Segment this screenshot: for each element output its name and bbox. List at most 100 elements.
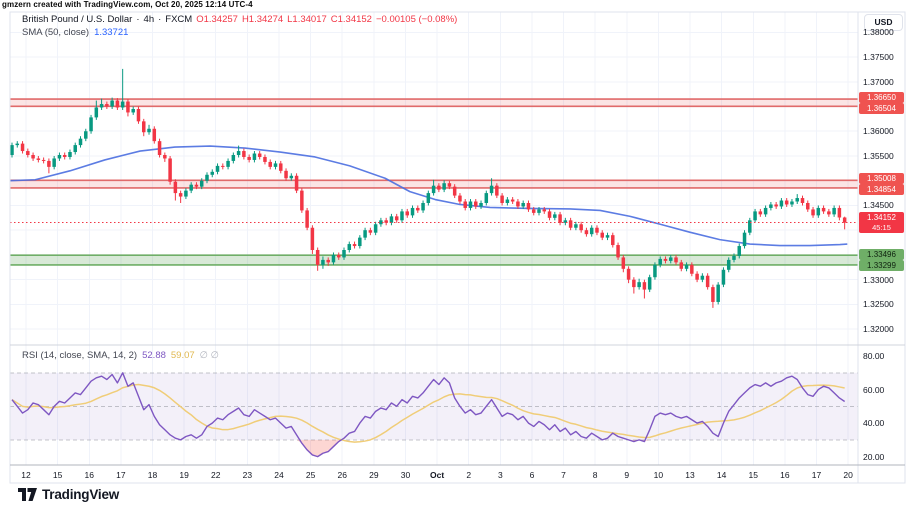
rsi-legend-label: RSI (14, close, SMA, 14, 2) (22, 350, 138, 361)
candle (784, 200, 789, 205)
candle (421, 202, 425, 211)
candle (684, 264, 689, 269)
candle (753, 211, 757, 221)
time-axis-label: 3 (497, 470, 503, 480)
candle (705, 275, 710, 288)
candle (389, 216, 394, 223)
candle (711, 287, 715, 302)
sma-line (9, 145, 848, 247)
candle (505, 199, 510, 203)
candle (721, 269, 726, 285)
candle (26, 151, 30, 155)
candle (800, 198, 805, 203)
candle (637, 282, 641, 288)
candle (774, 204, 778, 207)
candle (658, 258, 662, 265)
candle (726, 259, 731, 270)
candle (679, 262, 684, 269)
candle (221, 165, 225, 167)
candle (331, 254, 336, 263)
time-axis-label: 26 (337, 470, 347, 480)
candle (263, 156, 267, 162)
symbol-legend: British Pound / U.S. Dollar · 4h · FXCM O1.34… (22, 14, 461, 25)
candle (579, 224, 583, 231)
price-tick-label: 1.37000 (863, 76, 894, 87)
time-axis-label: 18 (147, 470, 158, 480)
price-axis[interactable]: 1.38000 1.37500 1.37000 1.36000 1.35500 1.345… (858, 0, 905, 513)
candle (489, 185, 494, 194)
candle (368, 230, 373, 233)
time-axis-label: Oct (429, 470, 445, 480)
level-pill-resistance: 1.34854 (859, 184, 904, 196)
candle (584, 230, 589, 235)
pane-divider[interactable] (10, 342, 858, 349)
candle (531, 209, 536, 213)
candle (806, 202, 810, 210)
candle (605, 235, 610, 238)
candle (642, 282, 647, 290)
candle (716, 284, 720, 302)
level-pill-resistance: 1.35008 (859, 172, 904, 184)
candle (147, 128, 151, 133)
candle (394, 216, 399, 221)
candle (595, 227, 599, 233)
rsi-ma-value: 59.07 (170, 350, 195, 361)
candle (163, 154, 167, 159)
sma-legend-value: 1.33721 (94, 27, 129, 38)
candle (279, 163, 283, 171)
time-axis-label: 30 (400, 470, 411, 480)
candle (837, 207, 842, 218)
candle (816, 207, 821, 216)
last-price-value: 1.34152 (867, 213, 896, 223)
candle (558, 214, 562, 223)
time-axis-label: 25 (305, 470, 316, 480)
candle (178, 193, 183, 197)
tradingview-logo-icon (18, 488, 37, 501)
candle (41, 159, 46, 161)
candle (157, 141, 162, 155)
tradingview-logo-text: TradingView (42, 487, 120, 502)
candle (84, 131, 88, 139)
candle (563, 220, 568, 223)
ohlc-high: H1.34274 (241, 14, 284, 25)
level-pill-support: 1.33299 (859, 260, 904, 272)
candle (495, 185, 499, 196)
candle (89, 117, 93, 132)
candle (36, 158, 41, 160)
time-axis-label: 9 (624, 470, 630, 480)
candle (484, 193, 489, 203)
candle (52, 158, 56, 167)
candle (516, 201, 520, 207)
usd-button[interactable]: USD (864, 14, 903, 31)
price-tick-label: 1.37500 (863, 52, 894, 63)
candle (305, 210, 309, 228)
candle (194, 184, 199, 187)
tv-logo[interactable]: TradingView (18, 487, 119, 502)
candle (611, 235, 615, 246)
rsi-tick-label: 20.00 (863, 451, 885, 462)
candle (437, 185, 441, 190)
candle (373, 224, 378, 233)
time-axis-label: 16 (84, 470, 94, 480)
ohlc-close: C1.34152 (330, 14, 372, 25)
candle (811, 209, 815, 216)
candle (732, 255, 736, 260)
time-axis-label: 24 (274, 470, 284, 480)
rsi-line (11, 372, 846, 458)
candle (62, 154, 67, 157)
candle (342, 249, 346, 258)
candle (310, 227, 315, 250)
candle (690, 264, 694, 274)
candle (426, 193, 431, 203)
candle (120, 101, 125, 108)
candle (57, 154, 62, 159)
candle (600, 232, 604, 238)
price-tick-label: 1.35500 (863, 150, 894, 161)
candle (568, 220, 573, 228)
time-axis-label: 15 (52, 470, 63, 480)
time-axis[interactable]: 12 15 16 17 18 19 22 23 24 25 26 29 30 Oct 2 3 6 7 8 9 10 13 1… (0, 466, 905, 483)
candle (626, 268, 631, 280)
candle (669, 257, 673, 261)
